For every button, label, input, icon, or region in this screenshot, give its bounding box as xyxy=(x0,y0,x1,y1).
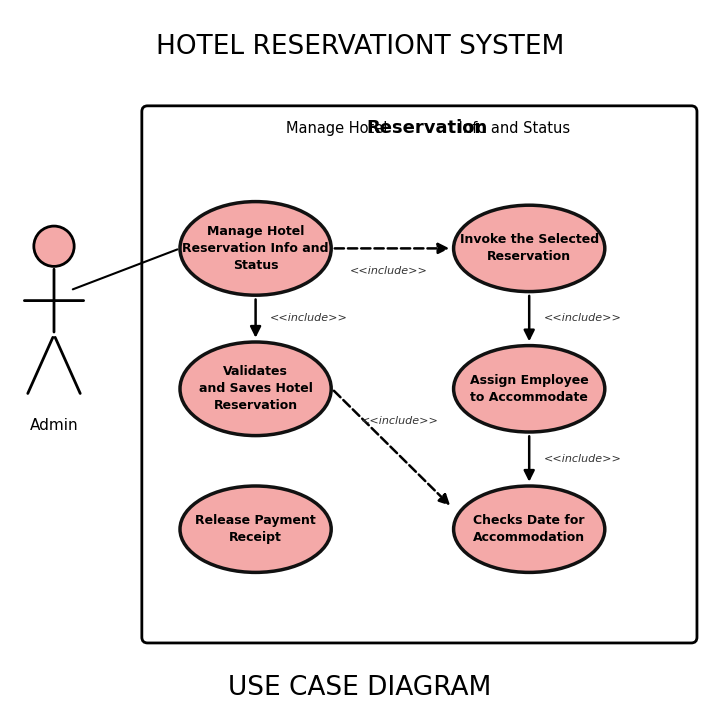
Ellipse shape xyxy=(454,486,605,572)
Text: HOTEL RESERVATIONT SYSTEM: HOTEL RESERVATIONT SYSTEM xyxy=(156,34,564,60)
Circle shape xyxy=(34,226,74,266)
Text: Release Payment
Receipt: Release Payment Receipt xyxy=(195,514,316,544)
Ellipse shape xyxy=(180,486,331,572)
Text: <<include>>: <<include>> xyxy=(350,266,428,276)
Text: Admin: Admin xyxy=(30,418,78,433)
Text: Info and Status: Info and Status xyxy=(454,121,570,135)
Text: Invoke the Selected
Reservation: Invoke the Selected Reservation xyxy=(459,233,599,264)
Text: Reservation: Reservation xyxy=(367,120,488,138)
Text: <<include>>: <<include>> xyxy=(544,454,621,464)
Ellipse shape xyxy=(180,202,331,295)
Text: Validates
and Saves Hotel
Reservation: Validates and Saves Hotel Reservation xyxy=(199,365,312,413)
Text: Manage Hotel: Manage Hotel xyxy=(287,121,392,135)
Text: Manage Hotel
Reservation Info and
Status: Manage Hotel Reservation Info and Status xyxy=(182,225,329,272)
FancyBboxPatch shape xyxy=(142,106,697,643)
Text: <<include>>: <<include>> xyxy=(544,313,621,323)
Text: USE CASE DIAGRAM: USE CASE DIAGRAM xyxy=(228,675,492,701)
Ellipse shape xyxy=(454,346,605,432)
Text: Assign Employee
to Accommodate: Assign Employee to Accommodate xyxy=(470,374,588,404)
Ellipse shape xyxy=(180,342,331,436)
Text: <<include>>: <<include>> xyxy=(270,313,348,323)
Text: Checks Date for
Accommodation: Checks Date for Accommodation xyxy=(473,514,585,544)
Ellipse shape xyxy=(454,205,605,292)
Text: <<include>>: <<include>> xyxy=(361,416,438,426)
